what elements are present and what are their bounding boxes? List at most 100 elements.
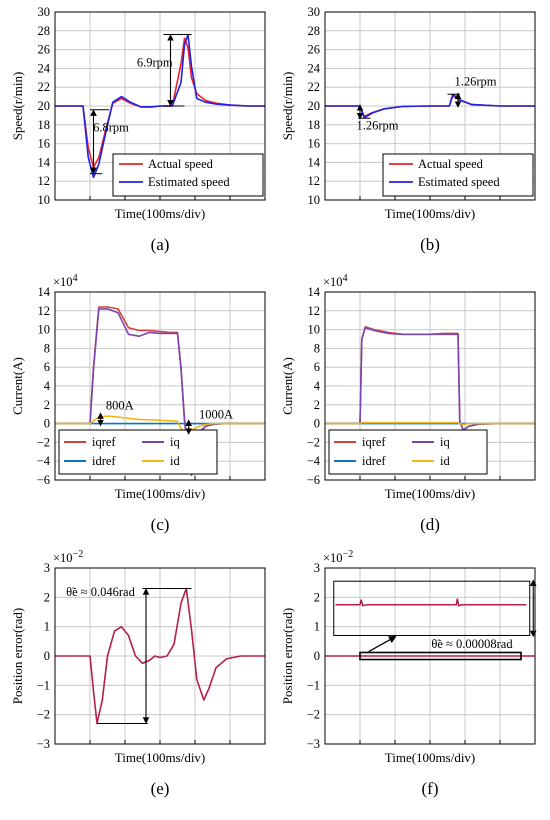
- legend-label: iqref: [92, 435, 116, 449]
- y-tick-label: 12: [38, 174, 51, 188]
- annotation-label: 800A: [106, 399, 134, 413]
- series-line-id: [325, 421, 535, 426]
- y-tick-label: −3: [307, 737, 320, 751]
- panel-letter: (f): [422, 779, 439, 798]
- series-line-iq: [325, 326, 535, 432]
- legend-label: idref: [362, 454, 386, 468]
- legend-label: Actual speed: [148, 157, 214, 171]
- exponent-base: ×10: [53, 275, 73, 289]
- y-tick-label: 20: [308, 99, 321, 113]
- series-group: [325, 325, 535, 432]
- y-axis-label: Speed(r/min): [280, 72, 295, 141]
- x-axis-label: Time(100ms/div): [385, 750, 476, 765]
- exponent-base: ×10: [323, 275, 343, 289]
- y-tick-label: 12: [308, 174, 321, 188]
- y-tick-label: 14: [38, 155, 51, 169]
- y-tick-label: 10: [38, 323, 51, 337]
- y-tick-label: 0: [314, 417, 320, 431]
- panel-b: 10 12 14 16 18 20 22 24 26 28 30 Speed(r/min) Time(1…: [280, 5, 536, 254]
- y-tick-label: 20: [38, 99, 51, 113]
- legend: Actual speed Estimated speed: [112, 153, 264, 197]
- panel-letter: (e): [151, 779, 170, 798]
- x-axis-label: Time(100ms/div): [115, 486, 206, 501]
- y-tick-label: −1: [307, 678, 320, 692]
- y-tick-label: 22: [38, 80, 51, 94]
- legend-label: Estimated speed: [418, 175, 500, 189]
- exponent-base: ×10: [323, 551, 343, 565]
- legend-label: id: [170, 454, 180, 468]
- y-tick-label: 8: [314, 341, 320, 355]
- legend-box: [58, 429, 218, 475]
- y-tick-label: 12: [308, 304, 321, 318]
- annotations: 1.26rpm 1.26rpm: [356, 74, 496, 132]
- y-tick-label: 2: [44, 590, 50, 604]
- y-tick-label: 14: [308, 285, 321, 299]
- x-axis-label: Time(100ms/div): [115, 206, 206, 221]
- y-tick-label: 4: [314, 379, 321, 393]
- annotations: θ̃e ≈ 0.046rad: [66, 585, 192, 724]
- panel-a: 10 12 14 16 18 20 22 24 26 28 30 Speed(r/min) Time(1…: [10, 5, 266, 254]
- y-tick-label: −2: [307, 708, 320, 722]
- annotation-label: θ̃e ≈ 0.00008rad: [431, 637, 513, 651]
- y-tick-label: 0: [314, 649, 320, 663]
- annotation-label: 1000A: [199, 407, 233, 421]
- annotation-label: 1.26rpm: [454, 74, 496, 88]
- series-line-id: [55, 415, 265, 433]
- exponent-power: −2: [73, 549, 84, 560]
- y-tick-label: −2: [307, 435, 320, 449]
- y-tick-label: −4: [307, 454, 321, 468]
- legend: iqref iq idref id: [58, 429, 218, 475]
- y-tick-label: 18: [308, 118, 321, 132]
- axis-exponent: ×104: [53, 273, 78, 289]
- annotation-label: 6.8rpm: [93, 120, 129, 134]
- y-tick-label: −1: [37, 678, 50, 692]
- axis-exponent: ×10−2: [53, 549, 83, 565]
- zoom-region-box: [359, 651, 522, 661]
- y-tick-label: 1: [314, 620, 320, 634]
- y-tick-label: 24: [308, 61, 321, 75]
- legend: Actual speed Estimated speed: [382, 153, 534, 197]
- y-tick-label: 1: [44, 620, 50, 634]
- grid: [55, 568, 265, 744]
- y-tick-label: 2: [314, 398, 320, 412]
- legend-label: id: [440, 454, 450, 468]
- y-tick-label: 6: [314, 360, 320, 374]
- annotation-label: θ̃e ≈ 0.046rad: [66, 585, 135, 599]
- panel-letter: (b): [420, 235, 440, 254]
- y-axis-label: Position error(rad): [10, 608, 25, 704]
- y-tick-label: 0: [44, 417, 50, 431]
- y-tick-label: 10: [308, 323, 321, 337]
- y-tick-label: −3: [37, 737, 50, 751]
- x-axis-label: Time(100ms/div): [385, 486, 476, 501]
- y-tick-label: 10: [308, 193, 321, 207]
- annotation-label: 6.9rpm: [137, 56, 173, 70]
- annotations: θ̃e ≈ 0.00008rad: [333, 579, 537, 661]
- panel-letter: (c): [151, 515, 170, 534]
- series-group: [55, 587, 265, 725]
- y-tick-label: 14: [38, 285, 51, 299]
- series-group: [55, 306, 265, 477]
- legend: iqref iq idref id: [328, 429, 488, 475]
- panel-d: −6−4−202468101214×104Current(A)Time(100m…: [280, 273, 536, 534]
- annotations: 6.9rpm 6.8rpm: [90, 34, 192, 175]
- legend-box: [382, 153, 534, 197]
- y-tick-label: 8: [44, 341, 50, 355]
- panel-letter: (a): [151, 235, 170, 254]
- panel-c: −6−4−202468101214×104Current(A)Time(100m…: [10, 273, 266, 534]
- zoom-inset-trace: [335, 598, 527, 607]
- legend-label: iqref: [362, 435, 386, 449]
- zoom-pointer-arrow: [368, 635, 397, 653]
- legend-box: [328, 429, 488, 475]
- series-line-position-error: [55, 587, 265, 725]
- y-tick-label: 28: [308, 24, 321, 38]
- y-tick-label: −6: [37, 473, 50, 487]
- x-axis-label: Time(100ms/div): [385, 206, 476, 221]
- x-axis-label: Time(100ms/div): [115, 750, 206, 765]
- y-tick-label: 2: [314, 590, 320, 604]
- legend-label: Actual speed: [418, 157, 484, 171]
- y-tick-label: 4: [44, 379, 51, 393]
- y-tick-label: 18: [38, 118, 51, 132]
- y-tick-label: 16: [308, 137, 321, 151]
